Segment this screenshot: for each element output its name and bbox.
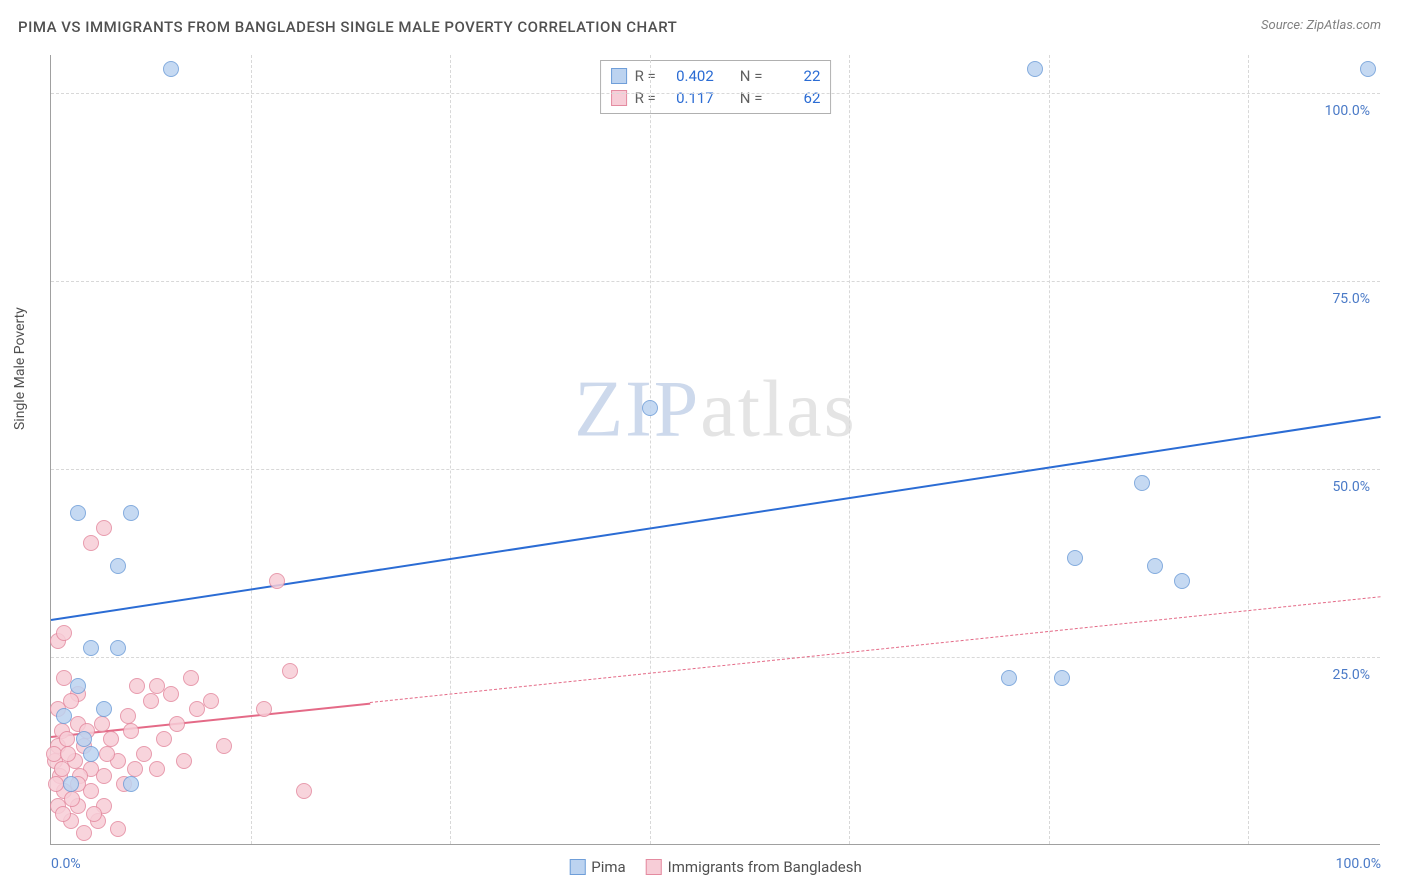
source-attribution: Source: ZipAtlas.com bbox=[1261, 18, 1381, 33]
swatch-bangladesh bbox=[646, 859, 662, 875]
legend: Pima Immigrants from Bangladesh bbox=[569, 858, 862, 876]
data-point-bangladesh bbox=[216, 738, 232, 754]
data-point-bangladesh bbox=[282, 663, 298, 679]
stats-row-pima: R = 0.402 N = 22 bbox=[611, 65, 821, 87]
data-point-pima bbox=[1147, 558, 1163, 574]
data-point-pima bbox=[110, 640, 126, 656]
r-value-pima: 0.402 bbox=[664, 67, 714, 85]
data-point-bangladesh bbox=[143, 693, 159, 709]
x-tick-label: 100.0% bbox=[1336, 856, 1381, 872]
swatch-pima bbox=[611, 68, 627, 84]
legend-label-pima: Pima bbox=[591, 858, 625, 876]
data-point-bangladesh bbox=[103, 731, 119, 747]
data-point-pima bbox=[1054, 670, 1070, 686]
source-prefix: Source: bbox=[1261, 18, 1306, 33]
x-tick-label: 0.0% bbox=[51, 856, 81, 872]
data-point-pima bbox=[70, 678, 86, 694]
data-point-bangladesh bbox=[55, 806, 71, 822]
data-point-bangladesh bbox=[149, 761, 165, 777]
watermark: ZIPatlas bbox=[574, 365, 857, 456]
data-point-bangladesh bbox=[296, 783, 312, 799]
data-point-bangladesh bbox=[99, 746, 115, 762]
data-point-bangladesh bbox=[59, 731, 75, 747]
y-tick-label: 100.0% bbox=[1325, 103, 1370, 119]
legend-item-pima: Pima bbox=[569, 858, 625, 876]
data-point-bangladesh bbox=[169, 716, 185, 732]
data-point-pima bbox=[1027, 61, 1043, 77]
data-point-bangladesh bbox=[127, 761, 143, 777]
swatch-pima bbox=[569, 859, 585, 875]
gridline-v bbox=[1248, 55, 1249, 844]
data-point-pima bbox=[1134, 475, 1150, 491]
data-point-bangladesh bbox=[120, 708, 136, 724]
data-point-bangladesh bbox=[64, 791, 80, 807]
data-point-bangladesh bbox=[63, 693, 79, 709]
data-point-bangladesh bbox=[48, 776, 64, 792]
y-axis-label: Single Male Poverty bbox=[12, 307, 28, 430]
data-point-bangladesh bbox=[110, 821, 126, 837]
data-point-bangladesh bbox=[83, 535, 99, 551]
plot-area: ZIPatlas R = 0.402 N = 22 R = 0.117 N = … bbox=[50, 55, 1380, 845]
data-point-pima bbox=[63, 776, 79, 792]
data-point-bangladesh bbox=[129, 678, 145, 694]
data-point-bangladesh bbox=[96, 520, 112, 536]
data-point-bangladesh bbox=[96, 768, 112, 784]
data-point-pima bbox=[123, 776, 139, 792]
data-point-pima bbox=[1067, 550, 1083, 566]
data-point-bangladesh bbox=[46, 746, 62, 762]
data-point-pima bbox=[1001, 670, 1017, 686]
data-point-bangladesh bbox=[56, 625, 72, 641]
data-point-pima bbox=[76, 731, 92, 747]
data-point-pima bbox=[1360, 61, 1376, 77]
data-point-bangladesh bbox=[203, 693, 219, 709]
data-point-pima bbox=[96, 701, 112, 717]
gridline-v bbox=[650, 55, 651, 844]
watermark-atlas: atlas bbox=[700, 366, 857, 454]
gridline-v bbox=[1049, 55, 1050, 844]
data-point-pima bbox=[642, 400, 658, 416]
data-point-bangladesh bbox=[136, 746, 152, 762]
data-point-pima bbox=[123, 505, 139, 521]
y-tick-label: 75.0% bbox=[1332, 291, 1370, 307]
data-point-bangladesh bbox=[256, 701, 272, 717]
data-point-bangladesh bbox=[183, 670, 199, 686]
legend-item-bangladesh: Immigrants from Bangladesh bbox=[646, 858, 862, 876]
data-point-bangladesh bbox=[156, 731, 172, 747]
y-tick-label: 50.0% bbox=[1332, 479, 1370, 495]
gridline-v bbox=[849, 55, 850, 844]
data-point-pima bbox=[1174, 573, 1190, 589]
data-point-bangladesh bbox=[54, 761, 70, 777]
data-point-bangladesh bbox=[176, 753, 192, 769]
y-tick-label: 25.0% bbox=[1332, 667, 1370, 683]
data-point-pima bbox=[70, 505, 86, 521]
data-point-pima bbox=[56, 708, 72, 724]
chart-title: PIMA VS IMMIGRANTS FROM BANGLADESH SINGL… bbox=[18, 18, 677, 36]
stats-row-bangladesh: R = 0.117 N = 62 bbox=[611, 87, 821, 109]
data-point-bangladesh bbox=[86, 806, 102, 822]
n-value-pima: 22 bbox=[770, 67, 820, 85]
source-name: ZipAtlas.com bbox=[1306, 18, 1381, 33]
r-label: R = bbox=[635, 67, 656, 85]
data-point-bangladesh bbox=[60, 746, 76, 762]
gridline-v bbox=[251, 55, 252, 844]
data-point-bangladesh bbox=[269, 573, 285, 589]
correlation-stats-box: R = 0.402 N = 22 R = 0.117 N = 62 bbox=[600, 60, 832, 114]
data-point-pima bbox=[83, 640, 99, 656]
data-point-bangladesh bbox=[76, 825, 92, 841]
trend-line-bangladesh-dashed bbox=[370, 597, 1381, 704]
data-point-pima bbox=[163, 61, 179, 77]
gridline-v bbox=[450, 55, 451, 844]
data-point-bangladesh bbox=[123, 723, 139, 739]
legend-label-bangladesh: Immigrants from Bangladesh bbox=[668, 858, 862, 876]
data-point-pima bbox=[110, 558, 126, 574]
data-point-bangladesh bbox=[163, 686, 179, 702]
n-label: N = bbox=[740, 67, 763, 85]
watermark-zip: ZIP bbox=[574, 366, 700, 454]
data-point-pima bbox=[83, 746, 99, 762]
data-point-bangladesh bbox=[94, 716, 110, 732]
